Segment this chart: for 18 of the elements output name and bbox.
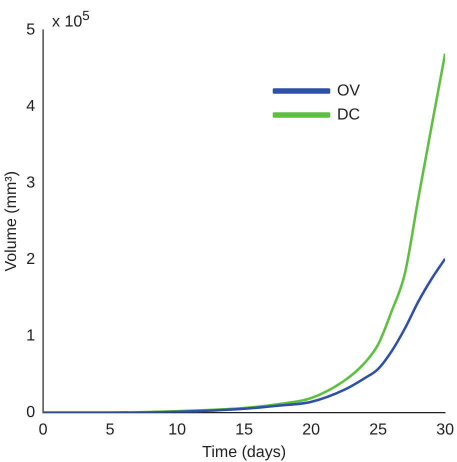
y-tick-label: 2 — [26, 250, 36, 268]
x-tick-label: 0 — [38, 422, 48, 439]
y-axis-title: Volume (mm³) — [3, 171, 20, 272]
y-tick-label: 1 — [26, 327, 36, 344]
x-tick-label: 15 — [235, 422, 254, 439]
x-axis-title: Time (days) — [202, 444, 286, 461]
y-tick-label: 5 — [26, 21, 36, 38]
x-tick-label: 5 — [106, 422, 115, 439]
y-tick-label: 3 — [26, 174, 36, 192]
y-tick-label: 4 — [26, 98, 36, 115]
y-tick-label: 0 — [26, 404, 36, 422]
x-tick-label: 25 — [369, 422, 388, 439]
legend-label: DC — [336, 106, 360, 124]
x-tick-label: 10 — [168, 422, 186, 439]
x-tick-label: 20 — [302, 422, 320, 439]
legend-label: OV — [336, 82, 360, 100]
annotation: x 10$^{5}$ — [52, 8, 90, 32]
x-tick-label: 30 — [436, 422, 454, 439]
